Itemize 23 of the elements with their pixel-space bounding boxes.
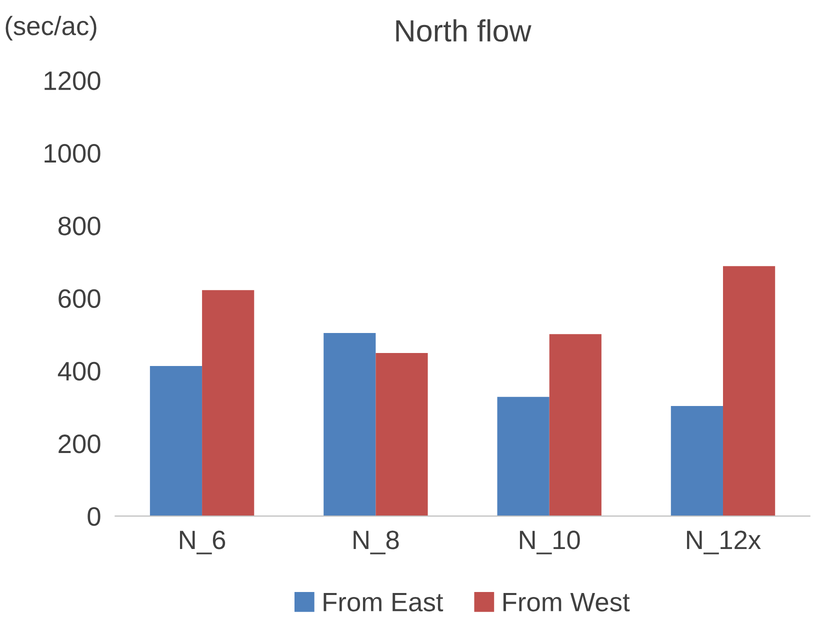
legend-label: From West — [503, 593, 630, 612]
bar — [670, 406, 724, 516]
bar — [324, 333, 376, 516]
y-tick-label: 400 — [58, 362, 100, 381]
bar — [723, 266, 776, 516]
y-tick-label: 1200 — [44, 71, 100, 90]
bar — [549, 334, 602, 516]
chart-title: North flow — [396, 19, 532, 42]
bar — [150, 366, 202, 516]
legend-label: From East — [324, 593, 444, 612]
bar — [376, 352, 428, 516]
y-axis-title: (sec/ac) — [6, 16, 96, 40]
y-tick-label: 800 — [58, 216, 100, 236]
y-tick-label: 0 — [88, 507, 100, 526]
x-tick-label: N_6 — [180, 530, 226, 554]
bar — [497, 396, 550, 516]
x-tick-label: N_12x — [687, 530, 761, 554]
x-tick-label: N_10 — [520, 530, 580, 554]
y-tick-label: 600 — [58, 289, 100, 308]
bar — [202, 290, 254, 516]
x-tick-label: N_8 — [354, 530, 399, 554]
y-tick-label: 1000 — [44, 144, 100, 163]
y-tick-label: 200 — [58, 434, 100, 454]
